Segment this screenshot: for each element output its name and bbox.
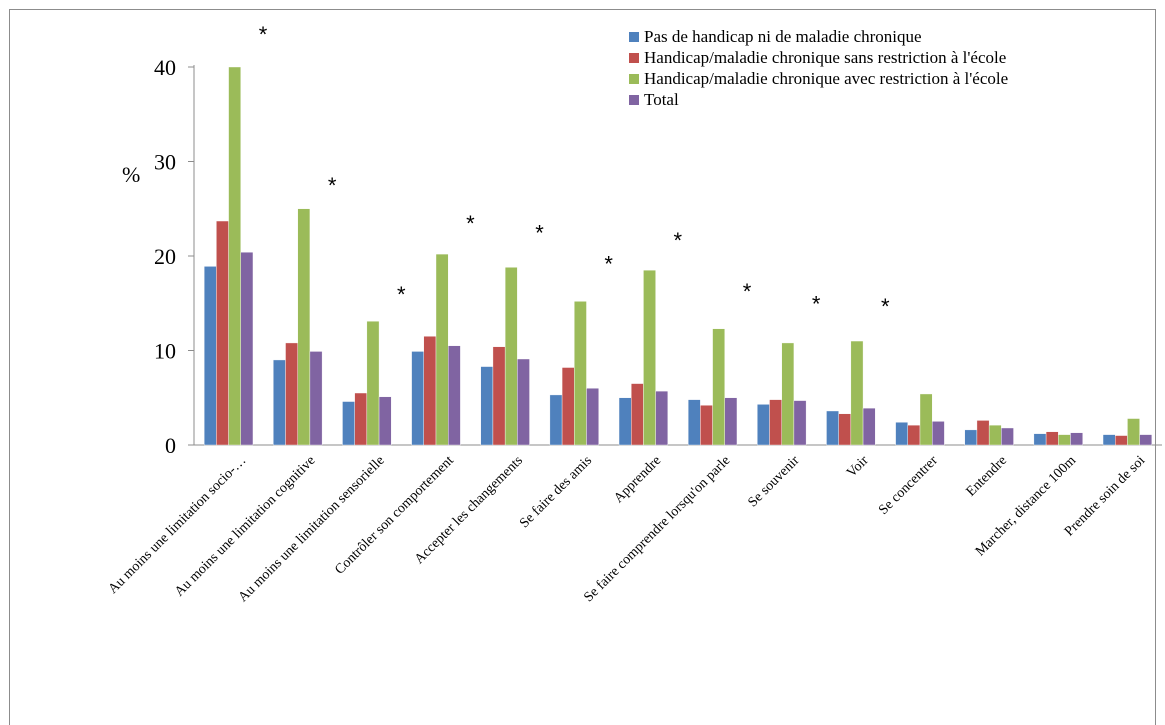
legend-swatch bbox=[629, 53, 639, 63]
bar bbox=[203, 266, 217, 446]
bar bbox=[1070, 432, 1083, 446]
x-tick-label: Au moins une limitation sensorielle bbox=[236, 453, 388, 605]
significance-star: * bbox=[674, 228, 683, 253]
x-tick-label: Se concentrer bbox=[876, 453, 941, 518]
bar bbox=[769, 399, 782, 446]
bar bbox=[919, 393, 933, 446]
legend-swatch bbox=[629, 32, 639, 42]
bar bbox=[1001, 427, 1014, 446]
bar bbox=[988, 424, 1002, 446]
legend-label: Handicap/maladie chronique sans restrict… bbox=[644, 48, 1006, 67]
x-tick-label: Se faire comprendre lorsqu'on parle bbox=[581, 453, 733, 605]
legend: Pas de handicap ni de maladie chronique H… bbox=[629, 27, 1008, 109]
bar bbox=[354, 392, 368, 446]
bar bbox=[655, 390, 669, 446]
bar bbox=[862, 407, 876, 446]
bar bbox=[1102, 434, 1116, 446]
bar bbox=[850, 340, 864, 446]
bar bbox=[618, 397, 632, 446]
y-tick-label: 10 bbox=[154, 339, 176, 364]
bar bbox=[1045, 431, 1059, 446]
bar bbox=[793, 400, 807, 446]
significance-star: * bbox=[259, 22, 268, 47]
significance-star: * bbox=[397, 282, 406, 307]
significance-star: * bbox=[881, 294, 890, 319]
bar bbox=[631, 383, 644, 446]
bar bbox=[435, 253, 449, 446]
bar bbox=[838, 413, 852, 446]
bar bbox=[517, 358, 530, 446]
significance-star: * bbox=[535, 220, 544, 245]
bar bbox=[480, 366, 494, 446]
bar bbox=[700, 405, 713, 446]
bar bbox=[366, 321, 380, 446]
x-tick-label: Se souvenir bbox=[745, 453, 802, 510]
x-tick-label: Apprendre bbox=[611, 453, 664, 506]
bar bbox=[1127, 418, 1140, 446]
legend-swatch bbox=[629, 95, 639, 105]
bar bbox=[411, 351, 425, 446]
bar bbox=[309, 351, 323, 446]
bar bbox=[932, 421, 945, 446]
y-axis-label: % bbox=[122, 162, 140, 187]
bar bbox=[964, 429, 978, 446]
bar bbox=[549, 394, 563, 446]
bar bbox=[1139, 434, 1153, 446]
bar bbox=[423, 336, 437, 446]
bar bbox=[586, 388, 599, 446]
bar bbox=[574, 301, 587, 446]
bar bbox=[781, 342, 795, 446]
bar bbox=[228, 66, 241, 446]
x-tick-label: Contrôler son comportement bbox=[332, 453, 457, 578]
bar bbox=[297, 208, 311, 446]
bar bbox=[378, 396, 392, 446]
y-tick-label: 20 bbox=[154, 244, 176, 269]
legend-label: Total bbox=[644, 90, 679, 109]
bar bbox=[1058, 434, 1071, 446]
y-tick-label: 0 bbox=[165, 433, 176, 458]
bar bbox=[216, 220, 229, 446]
bar bbox=[448, 345, 461, 446]
x-tick-label: Au moins une limitation socio-… bbox=[106, 453, 250, 597]
bar bbox=[643, 269, 656, 446]
bar bbox=[757, 404, 770, 446]
significance-star: * bbox=[604, 252, 613, 277]
bar bbox=[712, 328, 725, 446]
significance-star: * bbox=[743, 279, 752, 304]
bar bbox=[342, 401, 355, 446]
bars bbox=[203, 66, 1153, 446]
x-tick-label: Entendre bbox=[964, 453, 1010, 499]
x-tick-label: Voir bbox=[844, 453, 872, 481]
significance-star: * bbox=[466, 211, 475, 236]
y-tick-label: 30 bbox=[154, 150, 176, 175]
bar bbox=[561, 367, 575, 446]
legend-label: Handicap/maladie chronique avec restrict… bbox=[644, 69, 1008, 88]
significance-markers: * * * * * * * * * * bbox=[259, 22, 890, 319]
bar bbox=[273, 359, 286, 446]
bar bbox=[907, 424, 921, 446]
legend-label: Pas de handicap ni de maladie chronique bbox=[644, 27, 922, 46]
bar bbox=[504, 267, 518, 446]
significance-star: * bbox=[328, 173, 337, 198]
bar bbox=[1115, 435, 1128, 446]
y-tick-label: 40 bbox=[154, 55, 176, 80]
x-tick-label: Se faire des amis bbox=[517, 453, 595, 531]
bar bbox=[240, 252, 254, 446]
chart-frame bbox=[9, 9, 1156, 725]
significance-star: * bbox=[812, 291, 821, 316]
bar bbox=[687, 399, 701, 446]
bar bbox=[724, 397, 738, 446]
bar bbox=[1033, 433, 1047, 446]
bar bbox=[492, 346, 506, 446]
bar bbox=[976, 420, 990, 446]
x-tick-label: Au moins une limitation cognitive bbox=[172, 453, 318, 599]
category-labels: Au moins une limitation socio-…Au moins … bbox=[106, 453, 1149, 605]
legend-swatch bbox=[629, 74, 639, 84]
bar bbox=[285, 342, 298, 446]
bar bbox=[895, 422, 908, 446]
bar bbox=[826, 410, 839, 446]
